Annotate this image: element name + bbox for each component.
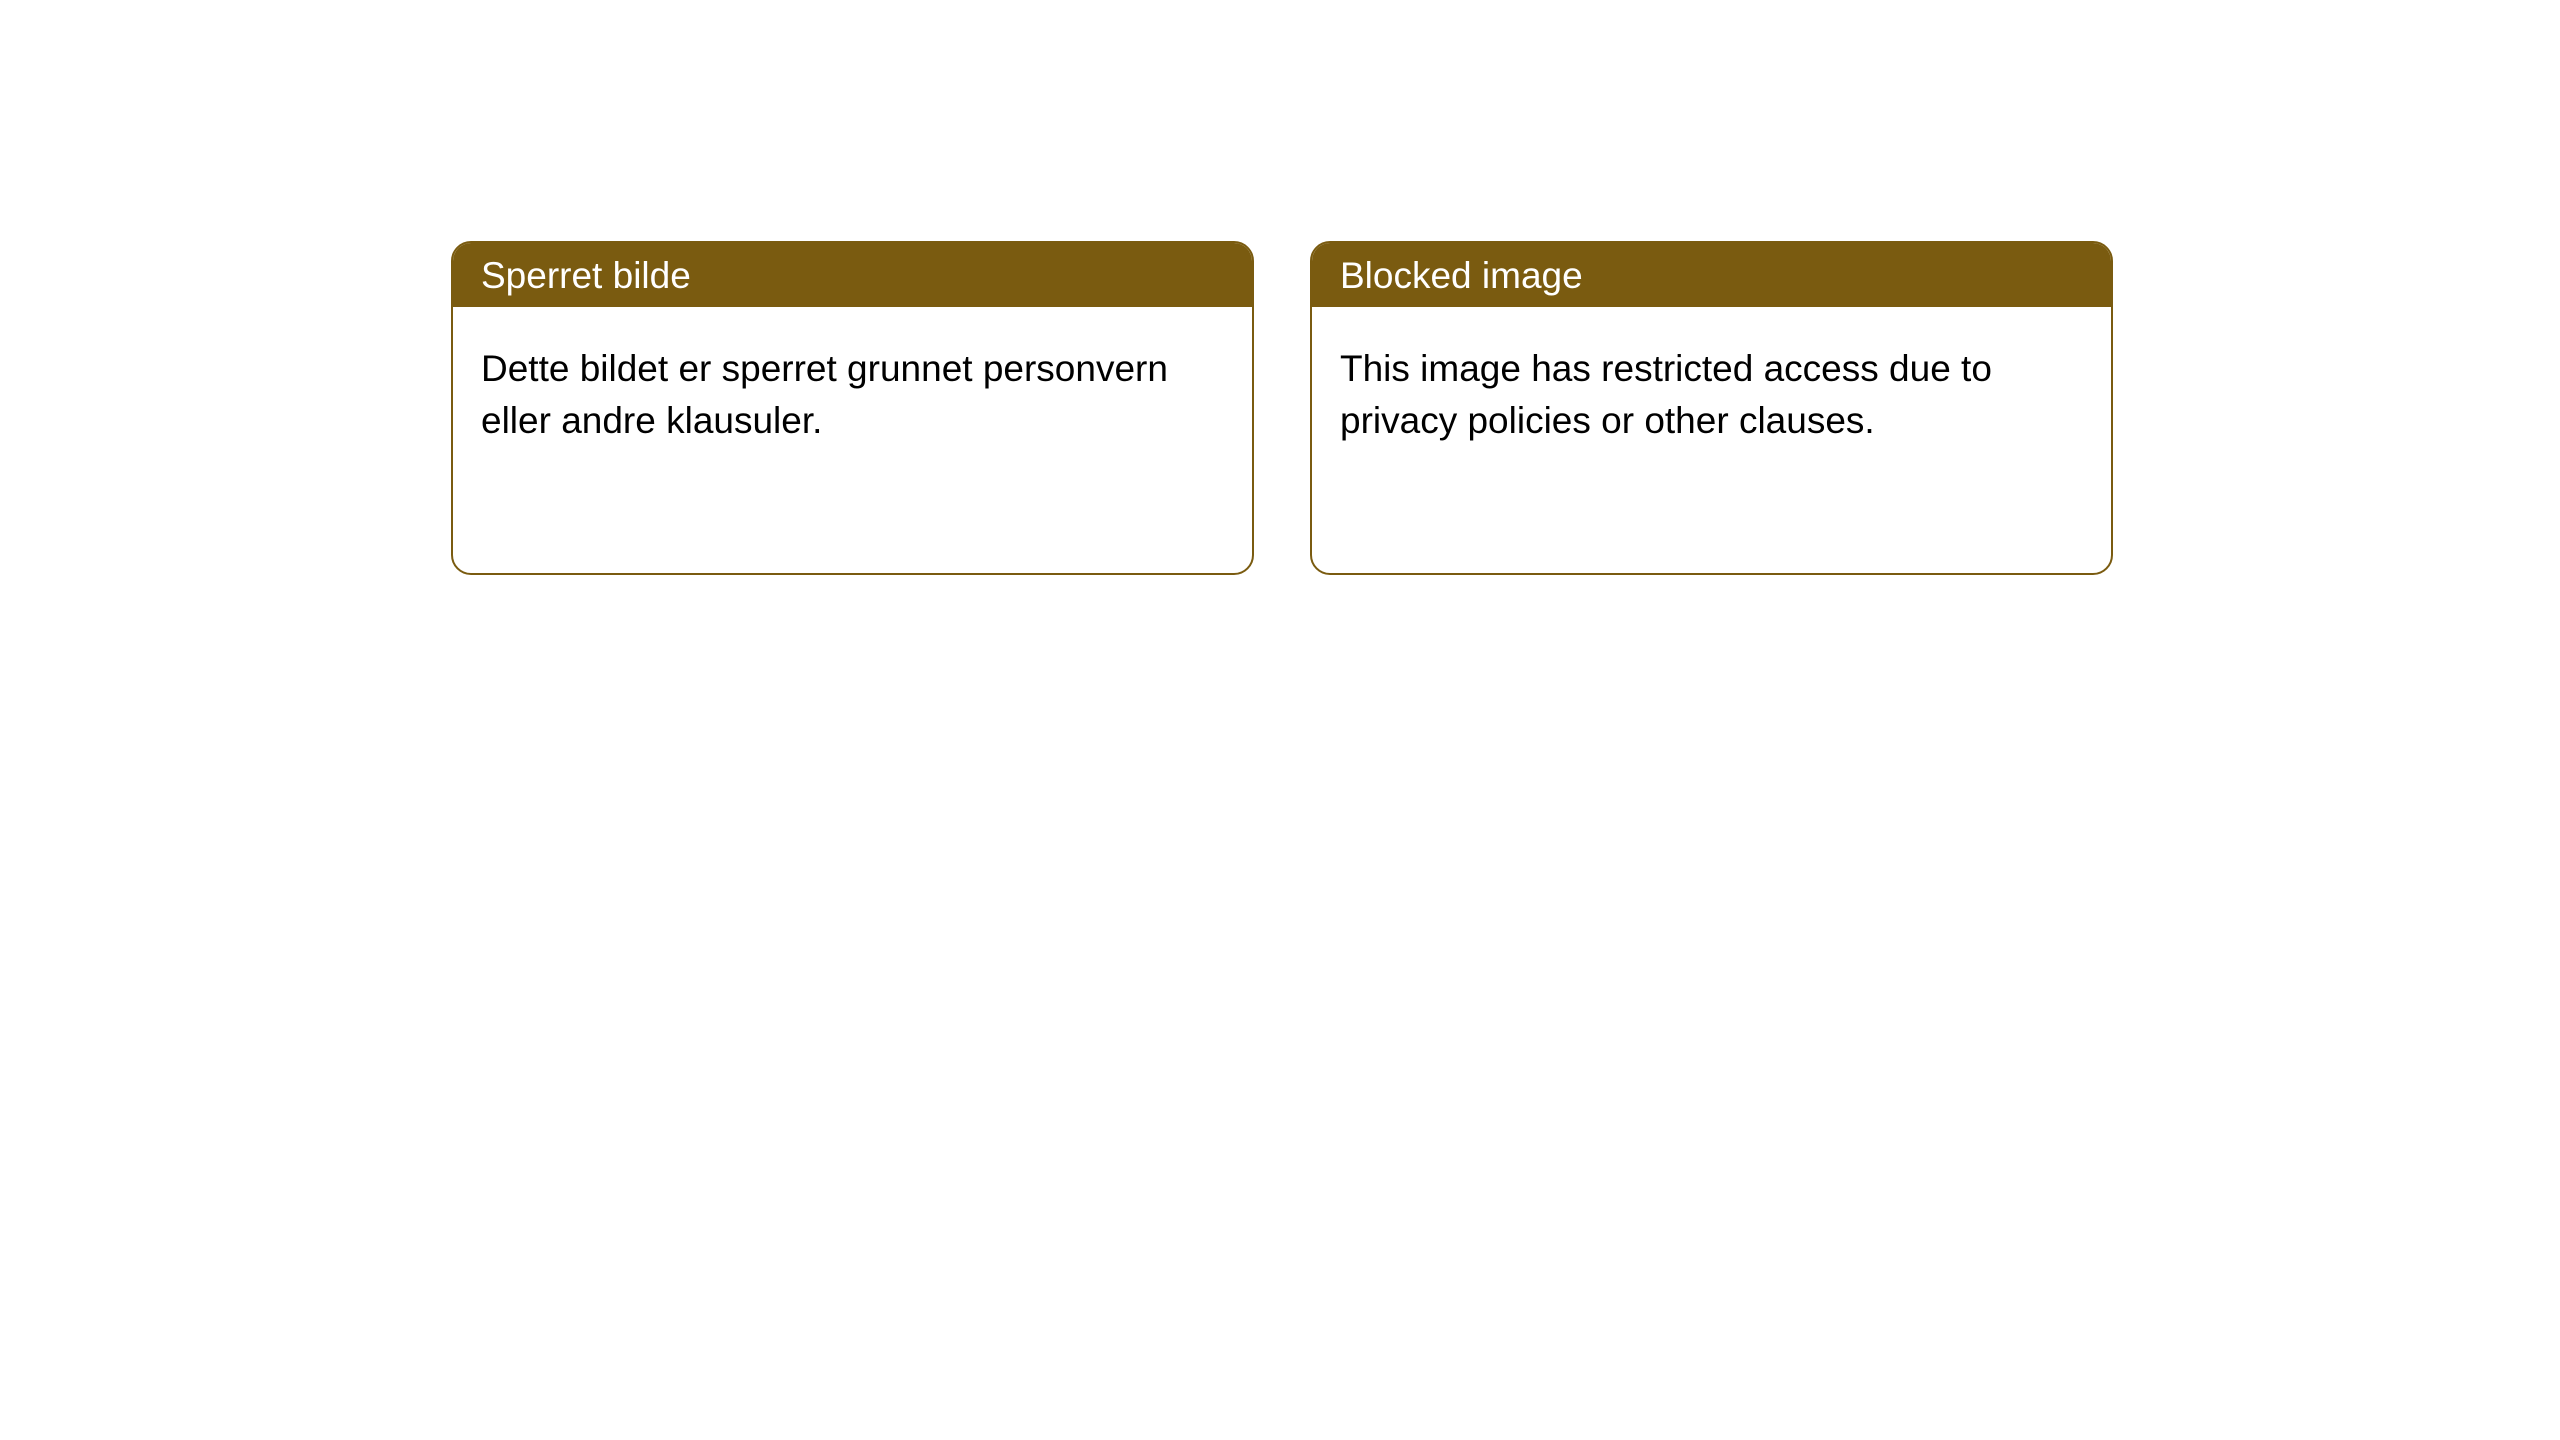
card-body-en: This image has restricted access due to … <box>1312 307 2111 483</box>
card-body-no: Dette bildet er sperret grunnet personve… <box>453 307 1252 483</box>
blocked-image-card-no: Sperret bilde Dette bildet er sperret gr… <box>451 241 1254 575</box>
card-header-en: Blocked image <box>1312 243 2111 307</box>
card-header-no: Sperret bilde <box>453 243 1252 307</box>
blocked-image-card-en: Blocked image This image has restricted … <box>1310 241 2113 575</box>
notice-container: Sperret bilde Dette bildet er sperret gr… <box>0 0 2560 575</box>
card-text-no: Dette bildet er sperret grunnet personve… <box>481 348 1168 441</box>
card-title-no: Sperret bilde <box>481 255 691 296</box>
card-title-en: Blocked image <box>1340 255 1583 296</box>
card-text-en: This image has restricted access due to … <box>1340 348 1992 441</box>
